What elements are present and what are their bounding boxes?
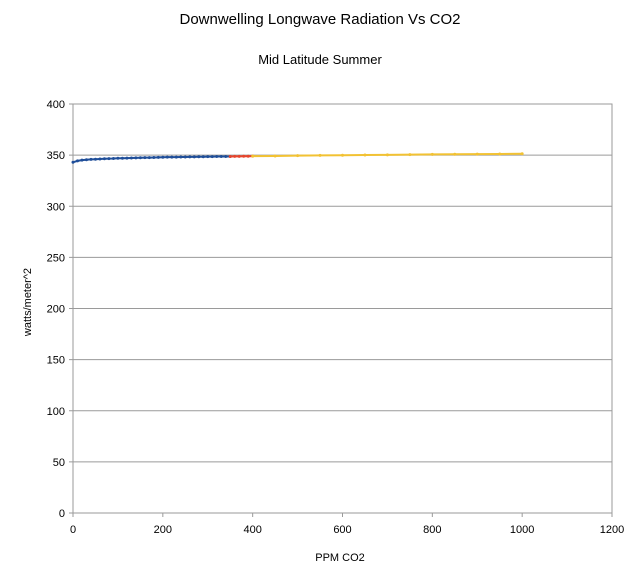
- data-point: [224, 154, 228, 158]
- data-point: [143, 156, 147, 160]
- x-tick-label: 600: [333, 524, 351, 536]
- chart-subtitle: Mid Latitude Summer: [258, 52, 382, 67]
- data-point: [120, 156, 124, 160]
- x-tick-label: 1200: [600, 524, 624, 536]
- data-point: [363, 153, 367, 157]
- x-tick-label: 400: [243, 524, 261, 536]
- data-point: [201, 155, 205, 159]
- data-point: [183, 155, 187, 159]
- data-point: [170, 155, 174, 159]
- data-point: [107, 157, 111, 161]
- data-point: [161, 155, 165, 159]
- data-point: [237, 154, 241, 158]
- data-point: [152, 155, 156, 159]
- data-point: [134, 156, 138, 160]
- data-point: [430, 152, 434, 156]
- data-point: [179, 155, 183, 159]
- data-point: [84, 158, 88, 162]
- data-point: [246, 154, 250, 158]
- data-point: [210, 155, 214, 159]
- y-tick-label: 300: [47, 201, 65, 213]
- series-lines: [71, 152, 524, 164]
- data-point: [188, 155, 192, 159]
- data-point: [125, 156, 129, 160]
- data-point: [192, 155, 196, 159]
- data-point: [498, 152, 502, 156]
- data-point: [111, 156, 115, 160]
- x-tick-label: 200: [154, 524, 172, 536]
- data-point: [408, 153, 412, 157]
- data-point: [102, 157, 106, 161]
- data-point: [242, 154, 246, 158]
- data-point: [520, 152, 524, 156]
- y-tick-labels: 0 50 100 150 200 250 300 350 400: [47, 99, 65, 520]
- data-point: [219, 155, 223, 159]
- axes: [69, 103, 613, 517]
- data-point: [116, 156, 120, 160]
- y-tick-label: 200: [47, 304, 65, 316]
- x-tick-labels: 0 200 400 600 800 1000 1200: [70, 524, 624, 536]
- y-tick-label: 0: [59, 508, 65, 520]
- chart-title: Downwelling Longwave Radiation Vs CO2: [179, 11, 461, 28]
- data-point: [215, 155, 219, 159]
- y-tick-label: 250: [47, 252, 65, 264]
- data-point: [228, 154, 232, 158]
- y-tick-label: 100: [47, 406, 65, 418]
- data-point: [318, 153, 322, 157]
- data-point: [273, 154, 277, 158]
- data-point: [98, 157, 102, 161]
- data-point: [129, 156, 133, 160]
- x-axis-label: PPM CO2: [315, 552, 365, 564]
- data-point: [147, 156, 151, 160]
- x-tick-label: 0: [70, 524, 76, 536]
- data-point: [156, 155, 160, 159]
- y-tick-label: 350: [47, 150, 65, 162]
- data-point: [453, 152, 457, 156]
- data-point: [138, 156, 142, 160]
- x-tick-label: 1000: [510, 524, 534, 536]
- plot-frame: [72, 103, 613, 514]
- y-tick-label: 150: [47, 355, 65, 367]
- data-point: [385, 153, 389, 157]
- data-point: [80, 158, 84, 162]
- data-point: [233, 154, 237, 158]
- data-point: [197, 155, 201, 159]
- x-tick-label: 800: [423, 524, 441, 536]
- data-point: [206, 155, 210, 159]
- data-point: [75, 159, 79, 163]
- data-point: [93, 157, 97, 161]
- data-point: [89, 157, 93, 161]
- data-point: [296, 154, 300, 158]
- data-point: [71, 160, 75, 164]
- data-point: [475, 152, 479, 156]
- data-point: [341, 153, 344, 157]
- data-point: [165, 155, 169, 159]
- y-tick-label: 50: [53, 457, 65, 469]
- y-tick-label: 400: [47, 99, 65, 111]
- data-point: [251, 154, 255, 158]
- data-point: [174, 155, 178, 159]
